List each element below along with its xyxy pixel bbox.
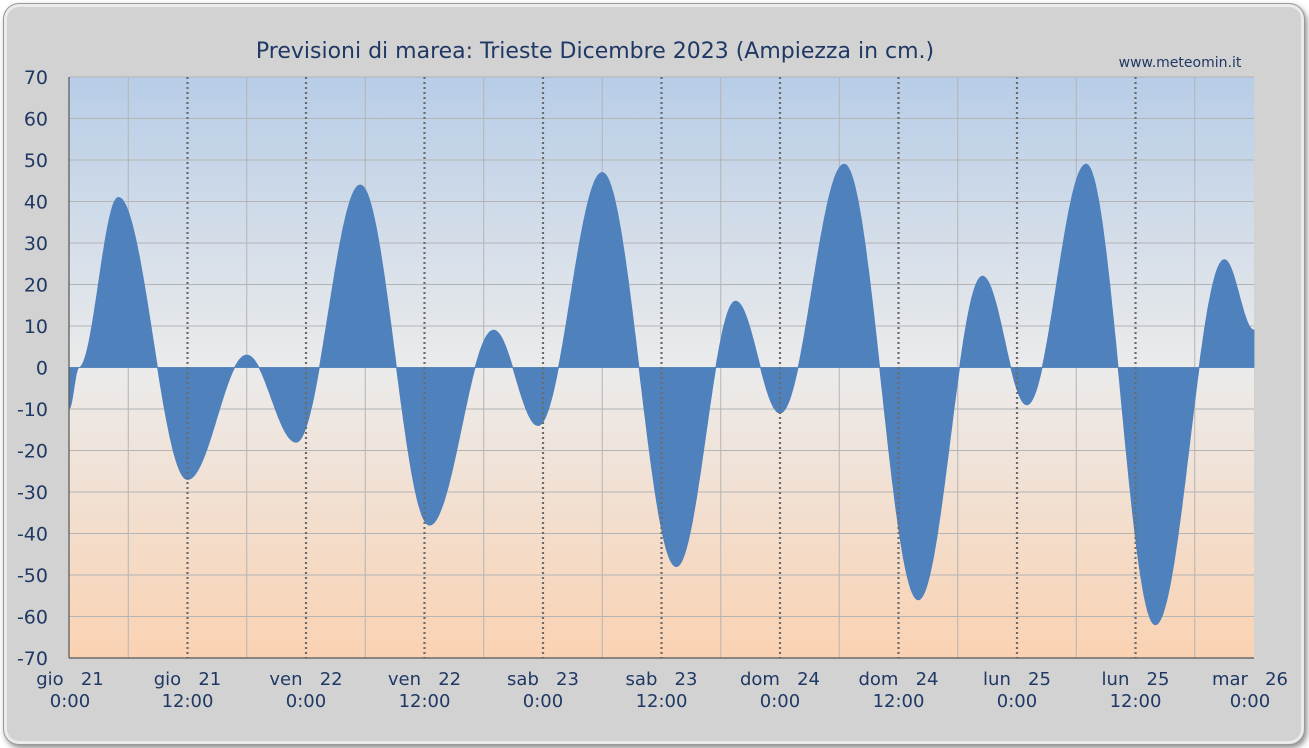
y-tick-label: 50 bbox=[24, 150, 48, 172]
x-tick-day: lun 25 bbox=[983, 669, 1051, 690]
y-tick-label: 70 bbox=[24, 67, 48, 89]
x-tick-time: 12:00 bbox=[1110, 691, 1162, 712]
x-tick-day: ven 22 bbox=[269, 669, 342, 690]
x-tick-time: 0:00 bbox=[286, 691, 326, 712]
x-tick-time: 0:00 bbox=[1230, 691, 1270, 712]
x-tick-day: dom 24 bbox=[740, 669, 820, 690]
x-tick-day: ven 22 bbox=[388, 669, 461, 690]
x-tick-day: mar 26 bbox=[1212, 669, 1288, 690]
x-tick-time: 0:00 bbox=[50, 691, 90, 712]
x-tick-time: 12:00 bbox=[873, 691, 925, 712]
x-tick-day: dom 24 bbox=[858, 669, 938, 690]
source-label: www.meteomin.it bbox=[1119, 55, 1242, 71]
x-tick-day: gio 21 bbox=[36, 669, 104, 690]
y-tick-label: 30 bbox=[24, 233, 48, 255]
x-tick-day: sab 23 bbox=[507, 669, 579, 690]
y-tick-label: -50 bbox=[17, 565, 48, 587]
y-tick-label: 0 bbox=[36, 358, 48, 380]
x-tick-day: gio 21 bbox=[154, 669, 222, 690]
y-tick-label: -20 bbox=[17, 441, 48, 463]
chart-title: Previsioni di marea: Trieste Dicembre 20… bbox=[256, 39, 934, 64]
y-tick-label: -40 bbox=[17, 524, 48, 546]
x-tick-time: 0:00 bbox=[523, 691, 563, 712]
y-tick-label: -60 bbox=[17, 607, 48, 629]
x-tick-time: 12:00 bbox=[399, 691, 451, 712]
y-tick-label: 60 bbox=[24, 109, 48, 131]
y-tick-label: -30 bbox=[17, 482, 48, 504]
y-tick-label: 20 bbox=[24, 275, 48, 297]
y-tick-label: 10 bbox=[24, 316, 48, 338]
x-tick-time: 12:00 bbox=[636, 691, 688, 712]
y-tick-label: 40 bbox=[24, 192, 48, 214]
y-tick-label: -70 bbox=[17, 648, 48, 670]
x-tick-time: 0:00 bbox=[760, 691, 800, 712]
x-tick-time: 0:00 bbox=[997, 691, 1037, 712]
x-tick-time: 12:00 bbox=[162, 691, 214, 712]
x-tick-day: lun 25 bbox=[1102, 669, 1170, 690]
y-tick-label: -10 bbox=[17, 399, 48, 421]
x-tick-day: sab 23 bbox=[626, 669, 698, 690]
day-separator-lines bbox=[186, 77, 1137, 658]
y-axis-ticks: 70 60 50 40 30 20 10 0 -10 -20 -30 -40 -50 -60 -70 bbox=[17, 67, 48, 670]
